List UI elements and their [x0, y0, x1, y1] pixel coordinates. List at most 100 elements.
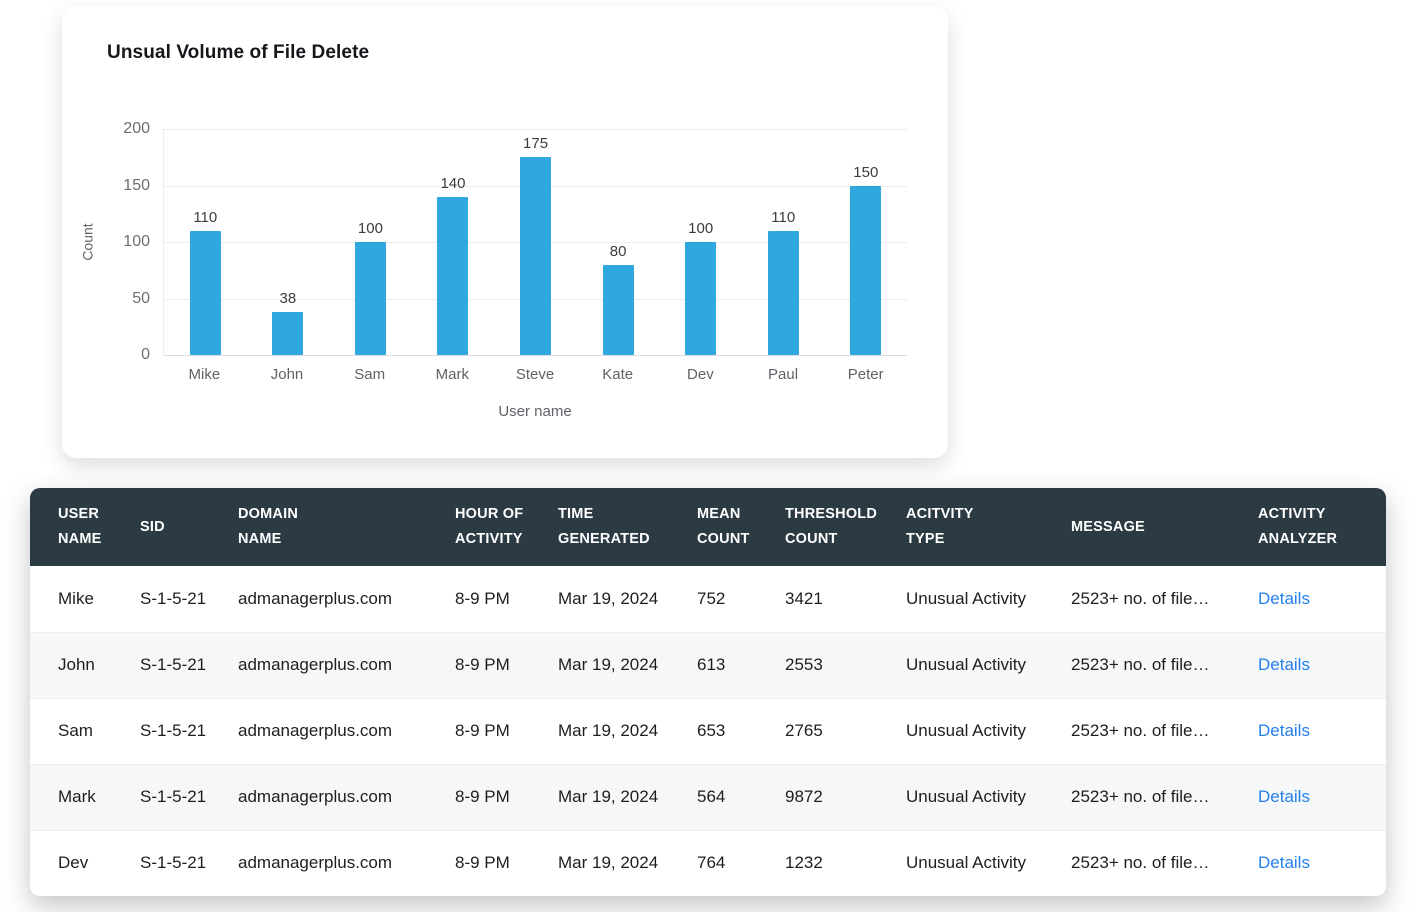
col-header-sid: SID [140, 488, 238, 566]
cell-sid: S-1-5-21 [140, 588, 207, 608]
details-link[interactable]: Details [1258, 721, 1310, 740]
x-axis-tick-label: Mark [435, 366, 470, 383]
bar-value-label: 100 [357, 220, 383, 237]
cell-hour-of-activity: 8-9 PM [455, 853, 510, 873]
cell-mean-count: 764 [697, 853, 726, 873]
x-axis-tick-label: Mike [188, 366, 221, 383]
y-axis-tick-label: 200 [123, 120, 150, 137]
table-row: Sam S-1-5-21 admanagerplus.com 8-9 PM Mar 19… [30, 698, 1386, 764]
cell-time-generated: Mar 19, 2024 [558, 655, 659, 674]
bar-peter[interactable] [850, 185, 882, 355]
y-axis-tick-label: 50 [132, 289, 150, 307]
bar-mark[interactable] [437, 196, 469, 355]
y-axis-tick-labels: 0 50 100 150 200 [110, 120, 150, 363]
bar-group: 100 [659, 129, 742, 355]
details-link[interactable]: Details [1258, 655, 1310, 674]
bar-value-label: 140 [440, 174, 466, 192]
x-axis-tick-label: Peter [847, 366, 884, 383]
col-header-label: HOUR OF ACTIVITY [455, 506, 524, 547]
cell-user-name: Mike [58, 588, 94, 608]
table-header-row: USER NAME SID DOMAIN NAME HOUR OF ACTIVITY T… [30, 488, 1386, 566]
bar-paul[interactable] [767, 230, 799, 355]
x-axis-tick-label: Dev [687, 366, 714, 383]
x-axis-tick-label: John [270, 366, 304, 383]
bar-mike[interactable] [189, 230, 221, 355]
cell-time-generated: Mar 19, 2024 [558, 588, 659, 608]
cell-threshold-count: 9872 [785, 787, 823, 806]
col-header-label: MESSAGE [1071, 518, 1145, 535]
col-header-label: ACITVITY TYPE [906, 506, 974, 547]
col-header-label: THRESHOLD COUNT [785, 506, 878, 547]
bar-dev[interactable] [685, 242, 717, 355]
col-header-threshold-count: THRESHOLD COUNT [785, 488, 906, 566]
cell-threshold-count: 2765 [785, 721, 823, 740]
cell-user-name: Mark [58, 787, 96, 806]
bar-group: 150 [825, 129, 908, 355]
cell-hour-of-activity: 8-9 PM [455, 787, 510, 806]
cell-activity-analyzer: Details [1258, 830, 1386, 896]
chart-title: Unsual Volume of File Delete [107, 42, 370, 63]
table-body: Mike S-1-5-21 admanagerplus.com 8-9 PM Mar 1… [30, 566, 1386, 896]
cell-user-name: Dev [58, 853, 89, 873]
alerts-table: USER NAME SID DOMAIN NAME HOUR OF ACTIVITY T… [30, 488, 1386, 896]
y-axis-tick-label: 150 [123, 176, 150, 194]
cell-activity-analyzer: Details [1258, 566, 1386, 632]
col-header-label: SID [140, 518, 165, 535]
cell-hour-of-activity: 8-9 PM [455, 588, 510, 608]
bar-kate[interactable] [602, 264, 634, 355]
cell-activity-type: Unusual Activity [906, 853, 1026, 873]
bar-group: 110 [742, 129, 825, 355]
cell-activity-type: Unusual Activity [906, 655, 1026, 674]
bar-value-label: 110 [771, 208, 796, 226]
x-axis-title: User name [498, 403, 572, 420]
cell-user-name: Sam [58, 721, 93, 740]
y-axis-tick-label: 0 [141, 346, 150, 363]
bar-group: 110 [164, 129, 247, 355]
cell-domain-name: admanagerplus.com [238, 588, 393, 608]
bar-value-label: 175 [523, 135, 549, 153]
bar-value-label: 80 [609, 242, 627, 260]
bar-steve[interactable] [520, 157, 552, 355]
col-header-domain-name: DOMAIN NAME [238, 488, 455, 566]
cell-time-generated: Mar 19, 2024 [558, 853, 659, 873]
col-header-time-generated: TIME GENERATED [558, 488, 697, 566]
col-header-label: ACTIVITY ANALYZER [1258, 506, 1338, 547]
cell-activity-type: Unusual Activity [906, 787, 1026, 806]
cell-hour-of-activity: 8-9 PM [455, 721, 510, 740]
chart-card: Unsual Volume of File Delete Count 0 50 10… [62, 6, 948, 458]
cell-user-name: John [58, 655, 95, 674]
col-header-hour-of-activity: HOUR OF ACTIVITY [455, 488, 558, 566]
cell-threshold-count: 1232 [785, 853, 823, 873]
gridline [164, 129, 907, 130]
cell-sid: S-1-5-21 [140, 787, 207, 806]
cell-threshold-count: 3421 [785, 588, 823, 608]
cell-time-generated: Mar 19, 2024 [558, 721, 659, 740]
col-header-user-name: USER NAME [30, 488, 140, 566]
cell-message: 2523+ no. of file… [1071, 787, 1210, 806]
cell-mean-count: 564 [697, 787, 726, 806]
col-header-label: USER NAME [58, 506, 102, 547]
cell-sid: S-1-5-21 [140, 853, 207, 873]
cell-message: 2523+ no. of file… [1071, 853, 1210, 873]
details-link[interactable]: Details [1258, 787, 1310, 806]
col-header-activity-analyzer: ACTIVITY ANALYZER [1258, 488, 1386, 566]
x-axis-tick-label: Paul [768, 366, 799, 383]
col-header-label: TIME GENERATED [558, 506, 650, 547]
cell-activity-analyzer: Details [1258, 632, 1386, 698]
cell-message: 2523+ no. of file… [1071, 588, 1210, 608]
cell-activity-analyzer: Details [1258, 698, 1386, 764]
bar-sam[interactable] [354, 242, 386, 355]
bar-value-label: 150 [853, 163, 879, 181]
cell-activity-type: Unusual Activity [906, 588, 1026, 608]
bar-group: 80 [577, 129, 660, 355]
bar-group: 175 [494, 129, 577, 355]
cell-threshold-count: 2553 [785, 655, 823, 674]
cell-mean-count: 752 [697, 588, 726, 608]
details-link[interactable]: Details [1258, 588, 1310, 608]
col-header-message: MESSAGE [1071, 488, 1258, 566]
cell-domain-name: admanagerplus.com [238, 853, 393, 873]
details-link[interactable]: Details [1258, 853, 1310, 873]
bar-john[interactable] [272, 312, 304, 355]
gridline [164, 355, 907, 356]
bar-value-label: 110 [193, 208, 218, 226]
